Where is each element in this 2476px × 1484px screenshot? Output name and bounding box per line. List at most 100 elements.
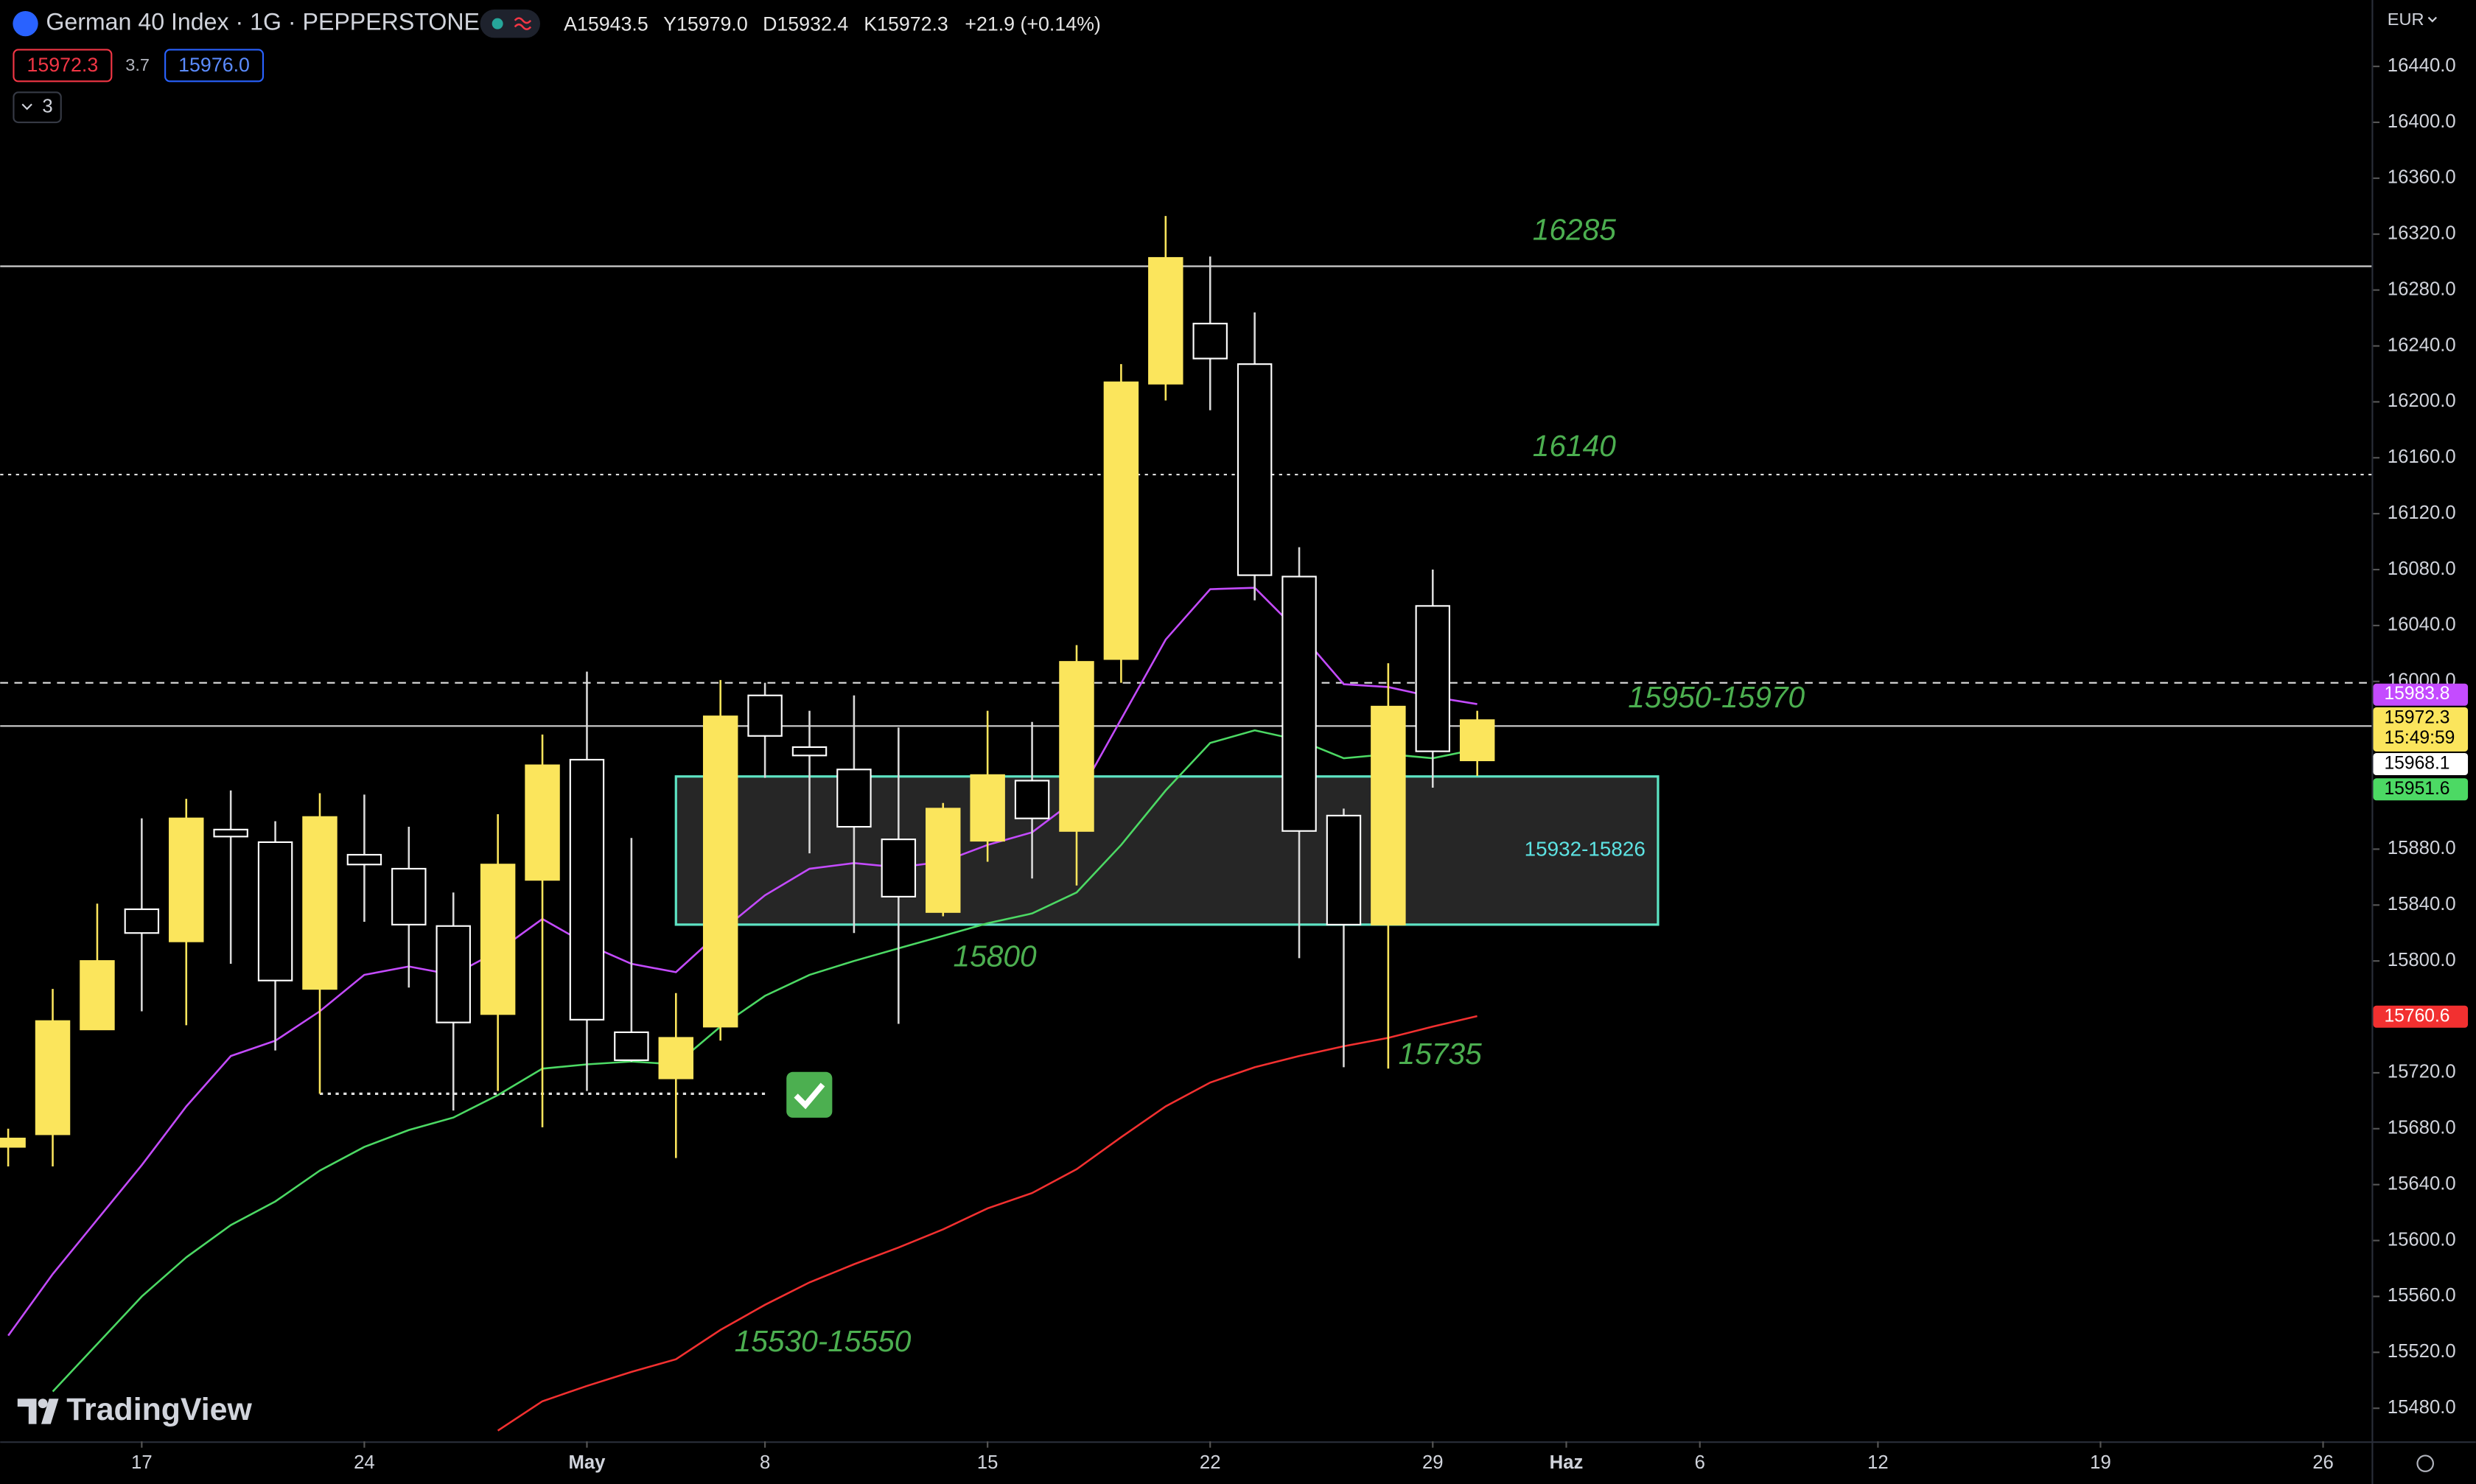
y-tick-label: 16240.0 bbox=[2388, 335, 2456, 355]
logo-mark bbox=[38, 1399, 48, 1409]
y-tick-label: 15560.0 bbox=[2388, 1285, 2456, 1306]
x-tick-label: May bbox=[568, 1452, 606, 1473]
ohlc-value: A15943.5 bbox=[564, 13, 648, 35]
candle-body bbox=[80, 960, 115, 1031]
candle-body bbox=[436, 925, 471, 1023]
chevron bbox=[21, 103, 32, 111]
ohlc-value: Y15979.0 bbox=[663, 13, 748, 35]
x-tick-label: 17 bbox=[131, 1452, 153, 1473]
x-tick-label: 12 bbox=[1867, 1452, 1889, 1473]
candle-body bbox=[1148, 256, 1183, 385]
y-tick-label: 15840.0 bbox=[2388, 894, 2456, 914]
indicator-count: 3 bbox=[42, 96, 52, 116]
candle-body bbox=[1103, 381, 1139, 660]
chevron bbox=[2427, 16, 2437, 23]
y-tick-label: 16320.0 bbox=[2388, 223, 2456, 244]
settings-icon[interactable] bbox=[2416, 1455, 2434, 1472]
ma-price-tag-bg bbox=[2373, 778, 2469, 801]
watermark-logo bbox=[17, 1399, 59, 1424]
currency[interactable]: EUR bbox=[2388, 10, 2424, 29]
candle-body bbox=[702, 715, 738, 1028]
y-tick-label: 16400.0 bbox=[2388, 111, 2456, 132]
candle-body bbox=[836, 769, 872, 828]
buy-price: 15976.0 bbox=[178, 54, 250, 76]
candle-body bbox=[480, 864, 516, 1015]
ma-price-tag: 15983.8 bbox=[2384, 684, 2449, 704]
candle-body bbox=[1237, 363, 1273, 576]
annotation: 15735 bbox=[1399, 1037, 1483, 1071]
spread: 3.7 bbox=[125, 55, 150, 74]
status-badge[interactable] bbox=[480, 9, 540, 38]
candle-body bbox=[614, 1031, 649, 1061]
annotation: 16140 bbox=[1533, 429, 1617, 463]
moving-average bbox=[497, 1015, 1477, 1432]
candle-body bbox=[302, 816, 338, 990]
ma-price-tag-bg bbox=[2373, 1005, 2469, 1028]
x-tick-label: Haz bbox=[1550, 1452, 1584, 1473]
candle-body bbox=[346, 853, 382, 866]
market-status bbox=[492, 18, 503, 29]
candle-body bbox=[525, 764, 560, 881]
symbol-logo bbox=[13, 10, 38, 37]
candle-body bbox=[926, 808, 961, 913]
line-price-tag-bg bbox=[2373, 752, 2469, 775]
countdown: 15:49:59 bbox=[2384, 728, 2455, 748]
y-tick-label: 15880.0 bbox=[2388, 838, 2456, 858]
annotation: 15800 bbox=[953, 939, 1037, 973]
candle-body bbox=[169, 817, 204, 942]
line-price-tag: 15968.1 bbox=[2384, 753, 2449, 773]
y-tick-label: 16040.0 bbox=[2388, 615, 2456, 635]
y-tick-label: 15600.0 bbox=[2388, 1229, 2456, 1250]
sell-button[interactable] bbox=[13, 49, 113, 83]
annotation: 15950-15970 bbox=[1628, 680, 1805, 714]
moving-average bbox=[7, 587, 1477, 1337]
x-tick-label: 15 bbox=[977, 1452, 999, 1473]
y-tick-label: 16360.0 bbox=[2388, 167, 2456, 188]
annotation: 16285 bbox=[1533, 213, 1617, 247]
annotation: 15530-15550 bbox=[735, 1324, 912, 1358]
y-tick-label: 16440.0 bbox=[2388, 55, 2456, 76]
candle-body bbox=[881, 839, 917, 897]
y-tick-label: 16200.0 bbox=[2388, 391, 2456, 411]
ma-price-tag-bg bbox=[2373, 683, 2469, 706]
zone-label: 15932-15826 bbox=[1525, 838, 1646, 861]
ohlc-change: +21.9 (+0.14%) bbox=[965, 13, 1101, 35]
plot-area: 15932-15826 16285 16140 15950-15970 15800 157… bbox=[0, 213, 2372, 1432]
candle-body bbox=[1059, 661, 1094, 832]
candle-body bbox=[391, 867, 427, 925]
candle-body bbox=[1281, 575, 1317, 832]
candle-body bbox=[1459, 719, 1495, 762]
candle-body bbox=[1192, 323, 1228, 360]
y-tick-label: 15720.0 bbox=[2388, 1062, 2456, 1082]
y-tick-label: 15680.0 bbox=[2388, 1118, 2456, 1138]
y-tick-label: 16120.0 bbox=[2388, 503, 2456, 523]
indicators-toggle[interactable] bbox=[13, 91, 62, 124]
y-tick-label: 16160.0 bbox=[2388, 447, 2456, 467]
buy-button[interactable] bbox=[164, 49, 265, 83]
last-price: 15972.3 bbox=[2384, 707, 2449, 727]
overlay: 15480.0 15520.0 15560.0 15600.0 15640.0 15680… bbox=[131, 55, 2469, 1473]
candle-body bbox=[569, 758, 605, 1021]
candle-body bbox=[747, 694, 783, 737]
candle-body bbox=[970, 774, 1005, 842]
x-tick-label: 26 bbox=[2312, 1452, 2334, 1473]
check-mark bbox=[794, 1082, 825, 1110]
symbol-title[interactable]: German 40 Index · 1G · PEPPERSTONE bbox=[46, 9, 480, 35]
x-tick-label: 6 bbox=[1695, 1452, 1705, 1473]
logo-mark bbox=[17, 1399, 59, 1424]
candle-body bbox=[1415, 605, 1451, 752]
sell-price: 15972.3 bbox=[27, 54, 98, 76]
candle-body bbox=[257, 841, 293, 981]
x-tick-label: 8 bbox=[760, 1452, 770, 1473]
y-tick-label: 15800.0 bbox=[2388, 950, 2456, 970]
data-status bbox=[514, 17, 532, 30]
ohlc-value: K15972.3 bbox=[864, 13, 948, 35]
candle-body bbox=[1014, 780, 1050, 819]
y-tick-label: 15520.0 bbox=[2388, 1341, 2456, 1362]
y-tick-label: 16280.0 bbox=[2388, 279, 2456, 299]
zone bbox=[674, 775, 1660, 926]
candle-body bbox=[791, 746, 828, 757]
candle-body bbox=[0, 1138, 26, 1148]
